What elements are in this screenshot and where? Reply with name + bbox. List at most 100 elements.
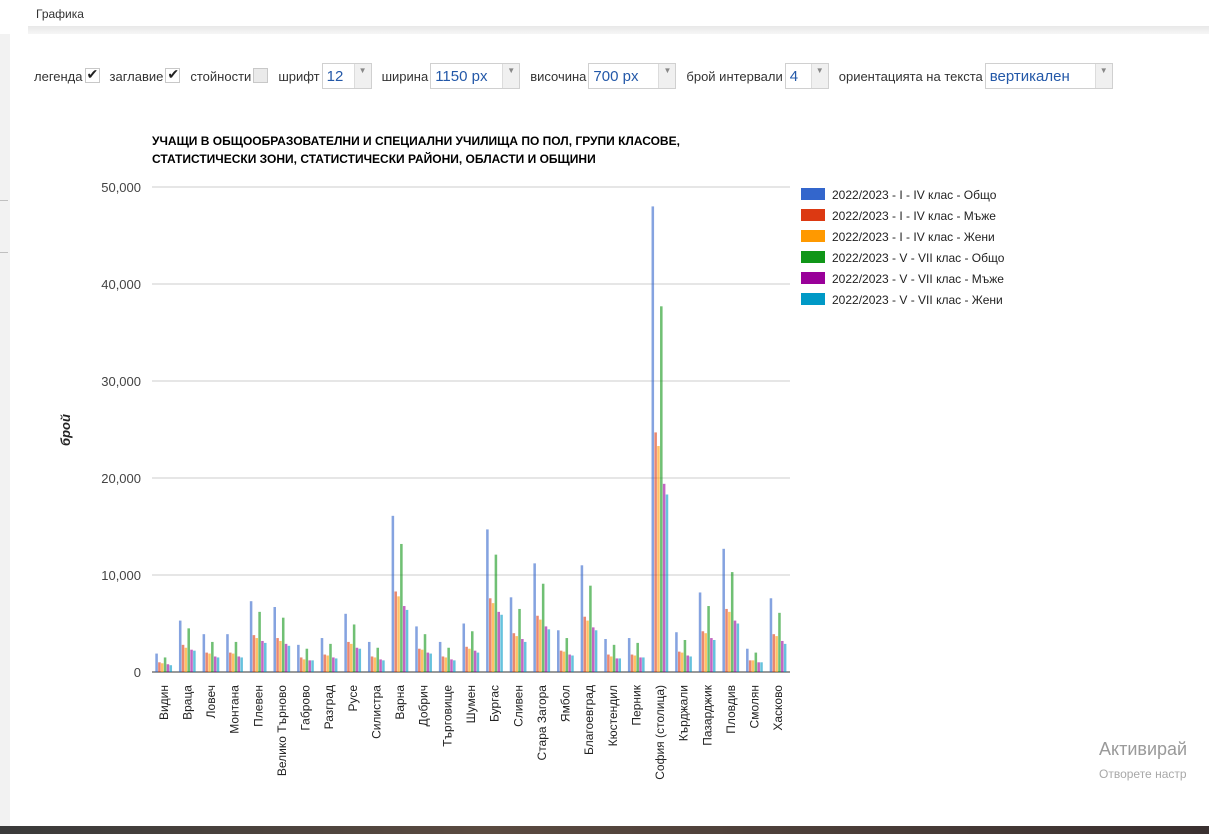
bar[interactable] <box>264 642 267 672</box>
bar[interactable] <box>237 656 241 672</box>
bar[interactable] <box>226 634 229 672</box>
bar[interactable] <box>630 654 634 672</box>
bar[interactable] <box>698 592 702 672</box>
bar[interactable] <box>299 657 303 672</box>
bar[interactable] <box>633 655 637 672</box>
bar[interactable] <box>184 647 188 672</box>
bar[interactable] <box>539 619 542 672</box>
bar[interactable] <box>320 638 324 672</box>
bar[interactable] <box>523 641 527 672</box>
bar[interactable] <box>373 657 377 672</box>
bar[interactable] <box>683 639 687 672</box>
bar[interactable] <box>229 652 232 672</box>
bar[interactable] <box>636 642 639 672</box>
bar[interactable] <box>402 606 406 672</box>
bar[interactable] <box>249 601 253 672</box>
bar[interactable] <box>305 648 309 672</box>
bar[interactable] <box>748 660 752 672</box>
bar[interactable] <box>518 608 521 672</box>
bar[interactable] <box>453 660 456 672</box>
bar[interactable] <box>400 543 403 672</box>
bar[interactable] <box>781 640 784 672</box>
height-select[interactable]: 700 px ▼ <box>588 63 677 89</box>
bar[interactable] <box>169 665 173 672</box>
bar[interactable] <box>358 648 362 672</box>
bar[interactable] <box>284 643 288 672</box>
intervals-select[interactable]: 4 ▼ <box>784 63 829 89</box>
bar[interactable] <box>678 651 681 672</box>
bar[interactable] <box>302 659 306 672</box>
bar[interactable] <box>252 635 256 672</box>
bar[interactable] <box>281 617 285 672</box>
bar[interactable] <box>468 648 471 672</box>
bar[interactable] <box>405 609 409 672</box>
bar[interactable] <box>541 583 545 672</box>
bar[interactable] <box>680 652 684 672</box>
bar[interactable] <box>187 628 190 672</box>
bar[interactable] <box>155 653 158 672</box>
bar[interactable] <box>350 643 353 672</box>
bar[interactable] <box>276 638 279 672</box>
bar[interactable] <box>258 611 261 672</box>
bar[interactable] <box>562 651 566 672</box>
legend-checkbox[interactable] <box>84 66 100 83</box>
chevron-down-icon[interactable]: ▼ <box>810 64 828 88</box>
bar[interactable] <box>476 652 480 672</box>
bar[interactable] <box>202 634 206 672</box>
bar[interactable] <box>760 662 763 672</box>
bar[interactable] <box>391 515 395 672</box>
bar[interactable] <box>332 657 335 672</box>
bar[interactable] <box>512 633 516 672</box>
bar[interactable] <box>710 638 713 672</box>
bar[interactable] <box>639 657 642 672</box>
bar[interactable] <box>160 663 164 672</box>
bar[interactable] <box>438 641 442 672</box>
bar[interactable] <box>444 657 448 672</box>
bar[interactable] <box>591 627 595 672</box>
bar[interactable] <box>450 659 453 672</box>
bar[interactable] <box>426 652 430 672</box>
values-checkbox[interactable] <box>253 67 269 83</box>
bar[interactable] <box>370 656 374 672</box>
bar[interactable] <box>323 654 327 672</box>
bar[interactable] <box>509 597 513 672</box>
bar[interactable] <box>273 607 276 672</box>
bar[interactable] <box>728 611 731 672</box>
bar[interactable] <box>707 606 710 672</box>
bar[interactable] <box>704 633 707 672</box>
bar[interactable] <box>486 529 489 672</box>
bar[interactable] <box>536 615 539 672</box>
bar[interactable] <box>615 658 619 672</box>
bar[interactable] <box>772 634 776 672</box>
bar[interactable] <box>344 613 347 672</box>
bar[interactable] <box>783 643 787 672</box>
bar[interactable] <box>491 603 495 672</box>
bar[interactable] <box>712 639 716 672</box>
bar[interactable] <box>471 631 474 672</box>
bar[interactable] <box>279 640 282 672</box>
bar[interactable] <box>568 654 571 672</box>
bar[interactable] <box>423 634 427 672</box>
bar[interactable] <box>497 611 501 672</box>
bar[interactable] <box>415 626 418 672</box>
bar[interactable] <box>355 647 359 672</box>
orientation-select[interactable]: вертикален ▼ <box>984 63 1113 89</box>
bar[interactable] <box>158 662 161 672</box>
title-checkbox[interactable] <box>165 66 181 83</box>
bar[interactable] <box>733 620 737 672</box>
bar[interactable] <box>722 548 725 672</box>
bar[interactable] <box>181 644 185 672</box>
bar[interactable] <box>208 653 211 672</box>
chevron-down-icon[interactable]: ▼ <box>353 64 371 88</box>
bar[interactable] <box>725 608 728 672</box>
bar[interactable] <box>231 653 235 672</box>
bar[interactable] <box>521 639 524 672</box>
bar[interactable] <box>565 638 569 672</box>
bar[interactable] <box>379 659 382 672</box>
bar[interactable] <box>193 650 196 672</box>
bar[interactable] <box>701 631 705 672</box>
bar[interactable] <box>757 662 760 672</box>
bar[interactable] <box>604 639 607 672</box>
bar[interactable] <box>642 657 645 672</box>
bar[interactable] <box>287 645 291 672</box>
